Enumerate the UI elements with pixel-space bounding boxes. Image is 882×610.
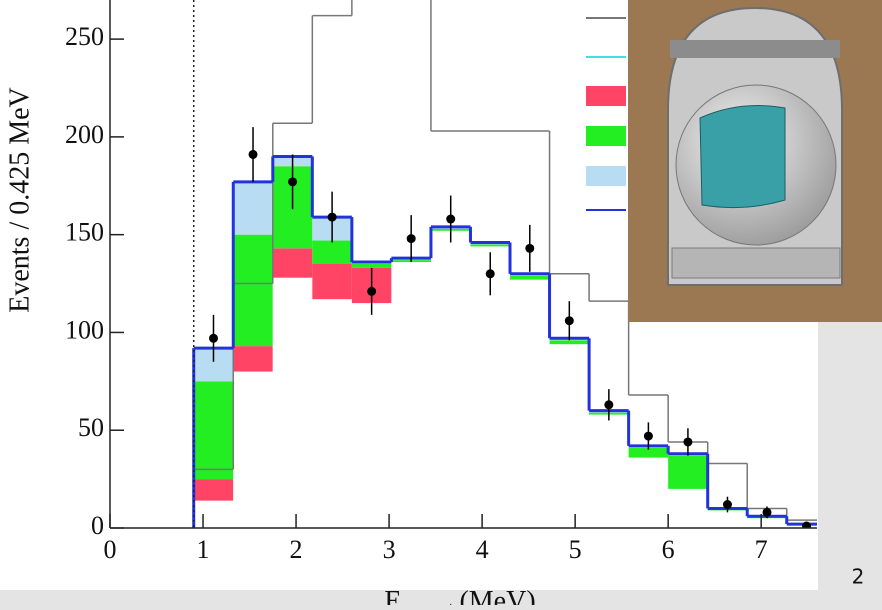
stack-segment [510, 276, 550, 280]
data-point [723, 500, 732, 509]
stack-segment [589, 415, 629, 528]
page-number: 2 [852, 565, 865, 589]
stack-segment [352, 303, 392, 528]
x-label-main: E [384, 586, 401, 605]
y-tick-label: 200 [65, 120, 104, 149]
stack-segment [312, 264, 352, 299]
stack-segment [708, 510, 748, 528]
stack-segment [668, 456, 708, 489]
data-point [762, 508, 771, 517]
data-point [683, 437, 692, 446]
stack-segment [233, 235, 273, 346]
stack-segment [194, 381, 234, 479]
data-point [367, 287, 376, 296]
pmt-array [700, 106, 785, 208]
data-point [644, 432, 653, 441]
legend-swatch [586, 86, 626, 106]
y-tick-label: 0 [91, 511, 104, 540]
detector-base [672, 248, 840, 278]
data-point [565, 316, 574, 325]
data-point [407, 234, 416, 243]
stack-segment [550, 344, 590, 528]
stack-segment [391, 262, 431, 528]
stack-segment [431, 231, 471, 528]
stack-segment [550, 340, 590, 344]
stack-segment [273, 248, 313, 277]
stack-segment [233, 372, 273, 528]
x-tick-label: 0 [104, 535, 117, 564]
stack-segment [470, 244, 510, 246]
legend-swatch [586, 126, 626, 146]
x-label-subscript: prompt [401, 598, 453, 605]
y-tick-label: 150 [65, 218, 104, 247]
x-tick-label: 6 [662, 535, 675, 564]
data-point [486, 269, 495, 278]
stack-segment [312, 299, 352, 528]
detector-inset [628, 0, 882, 322]
data-point [328, 213, 337, 222]
stack-segment [312, 241, 352, 264]
data-point [446, 215, 455, 224]
x-label-unit: (MeV) [459, 586, 535, 605]
stack-segment [747, 518, 787, 528]
x-tick-label: 2 [290, 535, 303, 564]
stack-segment [352, 264, 392, 268]
x-tick-label: 1 [197, 535, 210, 564]
stack-segment [668, 489, 708, 528]
x-tick-label: 3 [383, 535, 396, 564]
stack-segment [194, 501, 234, 528]
y-tick-label: 50 [78, 413, 104, 442]
stack-segment [510, 280, 550, 528]
stack-segment [273, 278, 313, 528]
stack-segment [194, 479, 234, 501]
page: Events / 0.425 MeV Eprompt(MeV) 2 050100… [0, 0, 882, 605]
slide: Events / 0.425 MeV Eprompt(MeV) 2 050100… [0, 0, 882, 605]
data-point [209, 334, 218, 343]
stack-segment [233, 182, 273, 235]
stack-segment [629, 458, 669, 528]
legend-swatch [586, 166, 626, 186]
x-tick-label: 5 [569, 535, 582, 564]
data-point [525, 244, 534, 253]
data-point [249, 150, 258, 159]
x-tick-label: 4 [476, 535, 489, 564]
y-tick-label: 100 [65, 315, 104, 344]
y-tick-label: 250 [65, 22, 104, 51]
detector-deck [670, 40, 840, 58]
data-point [288, 177, 297, 186]
stack-segment [233, 346, 273, 371]
x-tick-label: 7 [755, 535, 768, 564]
data-point [604, 400, 613, 409]
y-axis-label: Events / 0.425 MeV [4, 87, 35, 313]
